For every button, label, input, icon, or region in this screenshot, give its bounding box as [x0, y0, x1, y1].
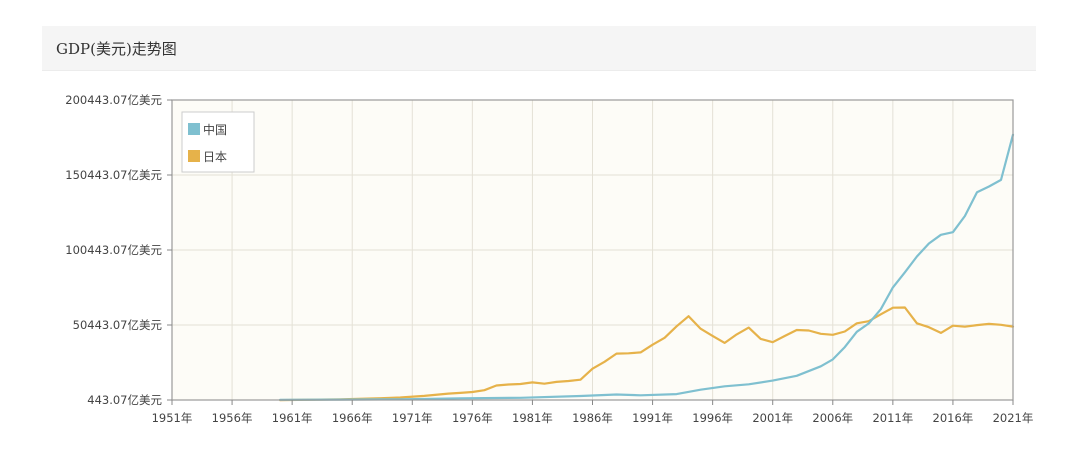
- x-tick-label: 2016年: [933, 411, 974, 425]
- x-tick-label: 1986年: [572, 411, 613, 425]
- series-layer: [279, 133, 1015, 402]
- x-tick-label: 2021年: [993, 411, 1034, 425]
- y-tick-label: 200443.07亿美元: [65, 93, 162, 107]
- x-tick-label: 2011年: [872, 411, 913, 425]
- series-line-日本: [279, 306, 1015, 402]
- y-tick-label: 50443.07亿美元: [73, 318, 163, 332]
- x-tick-label: 1981年: [512, 411, 553, 425]
- x-tick-label: 1961年: [272, 411, 313, 425]
- axes: 1951年 1956年 1961年 1966年 1971年 1976年 1981年 1986年…: [65, 93, 1033, 425]
- x-tick-label: 1991年: [632, 411, 673, 425]
- chart-panel-title: GDP(美元)走势图: [56, 40, 177, 58]
- x-tick-label: 1966年: [332, 411, 373, 425]
- legend-label: 中国: [203, 122, 227, 137]
- y-tick-label: 150443.07亿美元: [65, 168, 162, 182]
- series-line-中国: [279, 133, 1015, 401]
- y-tick-label: 100443.07亿美元: [65, 243, 162, 257]
- chart-panel-header: GDP(美元)走势图: [42, 26, 1036, 71]
- y-tick-label: 443.07亿美元: [87, 393, 162, 407]
- x-tick-label: 1996年: [692, 411, 733, 425]
- x-tick-label: 2006年: [812, 411, 853, 425]
- x-tick-label: 1976年: [452, 411, 493, 425]
- x-tick-label: 1956年: [212, 411, 253, 425]
- x-tick-label: 2001年: [752, 411, 793, 425]
- legend-label: 日本: [203, 150, 227, 164]
- legend-swatch: [188, 150, 200, 162]
- x-tick-label: 1951年: [152, 411, 193, 425]
- legend-swatch: [188, 123, 200, 135]
- x-tick-label: 1971年: [392, 411, 433, 425]
